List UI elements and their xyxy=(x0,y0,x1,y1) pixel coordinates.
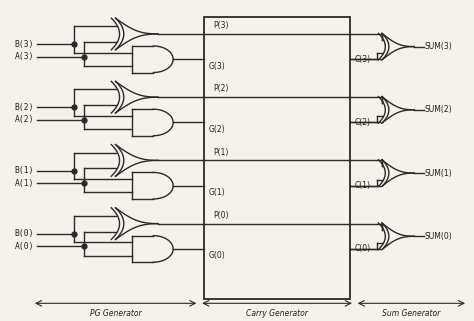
Text: G(3): G(3) xyxy=(209,62,226,71)
Text: C(1): C(1) xyxy=(355,181,371,190)
Text: B(2): B(2) xyxy=(15,103,35,112)
Text: G(0): G(0) xyxy=(209,251,226,260)
Text: SUM(3): SUM(3) xyxy=(425,42,452,51)
Text: G(2): G(2) xyxy=(209,125,225,134)
Text: P(1): P(1) xyxy=(213,148,229,157)
Text: C(3): C(3) xyxy=(355,55,371,64)
Text: PG Generator: PG Generator xyxy=(90,309,141,318)
Text: Carry Generator: Carry Generator xyxy=(246,309,308,318)
Text: A(3): A(3) xyxy=(15,52,35,61)
Text: C(2): C(2) xyxy=(355,118,371,127)
Bar xyxy=(204,17,350,299)
Text: B(3): B(3) xyxy=(15,39,35,48)
Text: B(0): B(0) xyxy=(15,229,35,238)
Text: B(1): B(1) xyxy=(15,166,35,175)
Text: SUM(2): SUM(2) xyxy=(425,105,452,114)
Text: G(1): G(1) xyxy=(209,188,225,197)
Text: P(2): P(2) xyxy=(213,84,229,93)
Text: C(0): C(0) xyxy=(355,244,371,253)
Text: SUM(0): SUM(0) xyxy=(425,232,452,241)
Text: A(0): A(0) xyxy=(15,242,35,251)
Text: P(3): P(3) xyxy=(213,21,229,30)
Text: Sum Generator: Sum Generator xyxy=(382,309,440,318)
Text: A(1): A(1) xyxy=(15,179,35,188)
Text: A(2): A(2) xyxy=(15,116,35,125)
Text: P(0): P(0) xyxy=(213,211,229,220)
Text: SUM(1): SUM(1) xyxy=(425,169,452,178)
